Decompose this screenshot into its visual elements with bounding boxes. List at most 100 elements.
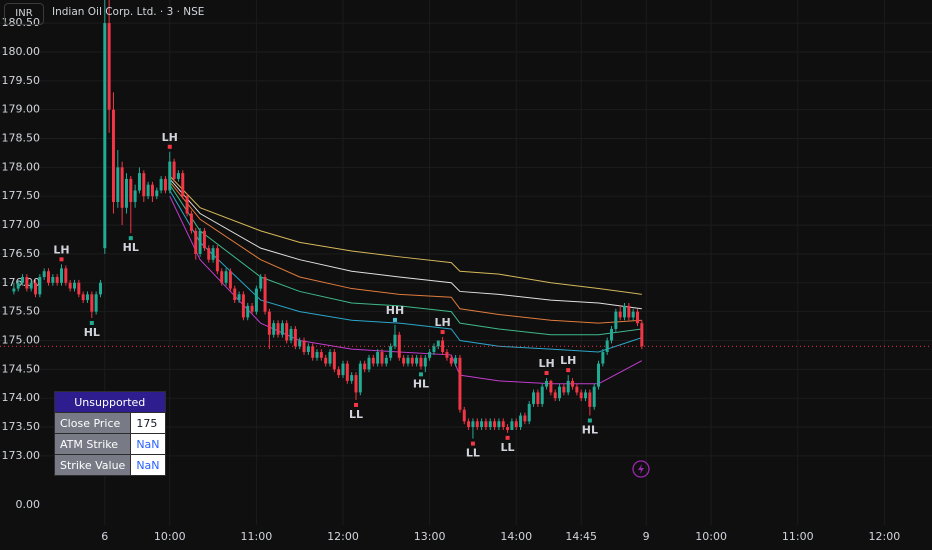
candle-body — [367, 357, 371, 370]
candle-body — [519, 415, 523, 428]
candle-body — [475, 421, 479, 428]
candle-body — [514, 421, 518, 428]
alert-icon[interactable] — [632, 460, 650, 478]
candle-body — [59, 268, 63, 283]
candle-body — [85, 294, 89, 301]
candle-body — [467, 421, 471, 428]
y-tick-label: 174.50 — [2, 362, 41, 375]
candle-body — [350, 375, 354, 381]
candle-body — [454, 357, 458, 364]
candle-body — [389, 346, 393, 358]
candle-body — [445, 352, 449, 358]
candle-body — [636, 311, 640, 324]
candle-body — [263, 277, 267, 312]
candle-body — [293, 328, 297, 347]
y-tick-label: 179.00 — [2, 103, 41, 116]
candle-body — [592, 386, 596, 407]
candle-body — [12, 288, 16, 292]
candle-body — [103, 23, 107, 249]
moving-average-line — [169, 184, 642, 336]
y-tick-label: 176.50 — [2, 247, 41, 260]
pivot-marker — [128, 236, 133, 241]
candle-body — [98, 282, 102, 295]
candle-body — [259, 277, 263, 289]
candle-body — [194, 230, 198, 254]
table-value: NaN — [130, 454, 166, 476]
candle-body — [458, 357, 462, 410]
x-tick-label: 9 — [643, 530, 650, 543]
table-value: 175 — [130, 412, 166, 434]
candle-body — [493, 421, 497, 428]
y-tick-label: 175.50 — [2, 305, 41, 318]
candle-body — [441, 340, 445, 353]
candle-body — [298, 340, 302, 347]
candle-body — [549, 380, 553, 393]
candle-body — [501, 421, 505, 428]
candle-body — [480, 421, 484, 428]
moving-average-line — [169, 196, 643, 385]
candle-body — [488, 421, 492, 428]
candle-body — [415, 357, 419, 364]
candle-body — [90, 294, 94, 312]
candle-body — [532, 392, 536, 404]
x-tick-label: 11:00 — [241, 530, 273, 543]
candle-body — [588, 392, 592, 407]
y-tick-label: 177.50 — [2, 189, 41, 202]
pivot-marker — [167, 144, 172, 149]
moving-average-line — [169, 190, 642, 353]
pivot-label: HH — [386, 304, 404, 317]
candle-body — [51, 277, 55, 283]
candle-body — [38, 277, 42, 295]
symbol-title: Indian Oil Corp. Ltd. · 3 · NSE — [52, 6, 205, 18]
candle-body — [423, 357, 427, 367]
moving-average-line — [169, 178, 642, 310]
table-key: Close Price — [53, 412, 132, 434]
table-key: Strike Value — [53, 454, 132, 476]
candle-body — [306, 346, 310, 353]
pivot-label: LL — [501, 441, 515, 454]
y-tick-label: 175.00 — [2, 333, 41, 346]
pivot-marker — [440, 330, 445, 335]
pivot-label: HL — [84, 326, 100, 339]
pivot-label: LH — [162, 131, 178, 144]
candle-body — [163, 178, 167, 191]
candle-body — [224, 271, 228, 283]
candle-body — [393, 334, 397, 347]
candle-body — [198, 230, 202, 254]
candle-body — [215, 248, 219, 272]
pivot-label: LH — [53, 243, 69, 256]
candle-body — [449, 357, 453, 364]
candle-body — [142, 173, 146, 197]
candle-body — [233, 288, 237, 301]
candle-body — [150, 184, 154, 197]
x-tick-label: 6 — [101, 530, 108, 543]
candle-body — [246, 305, 250, 318]
candle-body — [302, 340, 306, 353]
candle-body — [181, 173, 185, 197]
candle-body — [124, 178, 128, 208]
candle-body — [640, 323, 644, 347]
candle-body — [94, 294, 98, 312]
pivot-marker — [566, 368, 571, 373]
candle-body — [176, 173, 180, 179]
candle-body — [358, 363, 362, 393]
candle-body — [523, 415, 527, 422]
pivot-marker — [470, 441, 475, 446]
candle-body — [42, 271, 46, 278]
x-tick-label: 10:00 — [154, 530, 186, 543]
candle-body — [484, 421, 488, 428]
candle-body — [155, 190, 159, 197]
candle-body — [610, 328, 614, 341]
candle-body — [120, 167, 124, 208]
currency-button[interactable]: INR — [4, 3, 44, 25]
pivot-marker — [505, 435, 510, 440]
candle-body — [571, 380, 575, 387]
candle-body — [202, 230, 206, 249]
candle-body — [315, 352, 319, 358]
indicator-tick-label: 0.00 — [16, 498, 41, 511]
candle-body — [545, 380, 549, 387]
candle-body — [605, 340, 609, 353]
candle-body — [267, 311, 271, 335]
candle-body — [337, 369, 341, 376]
candle-body — [506, 427, 510, 430]
